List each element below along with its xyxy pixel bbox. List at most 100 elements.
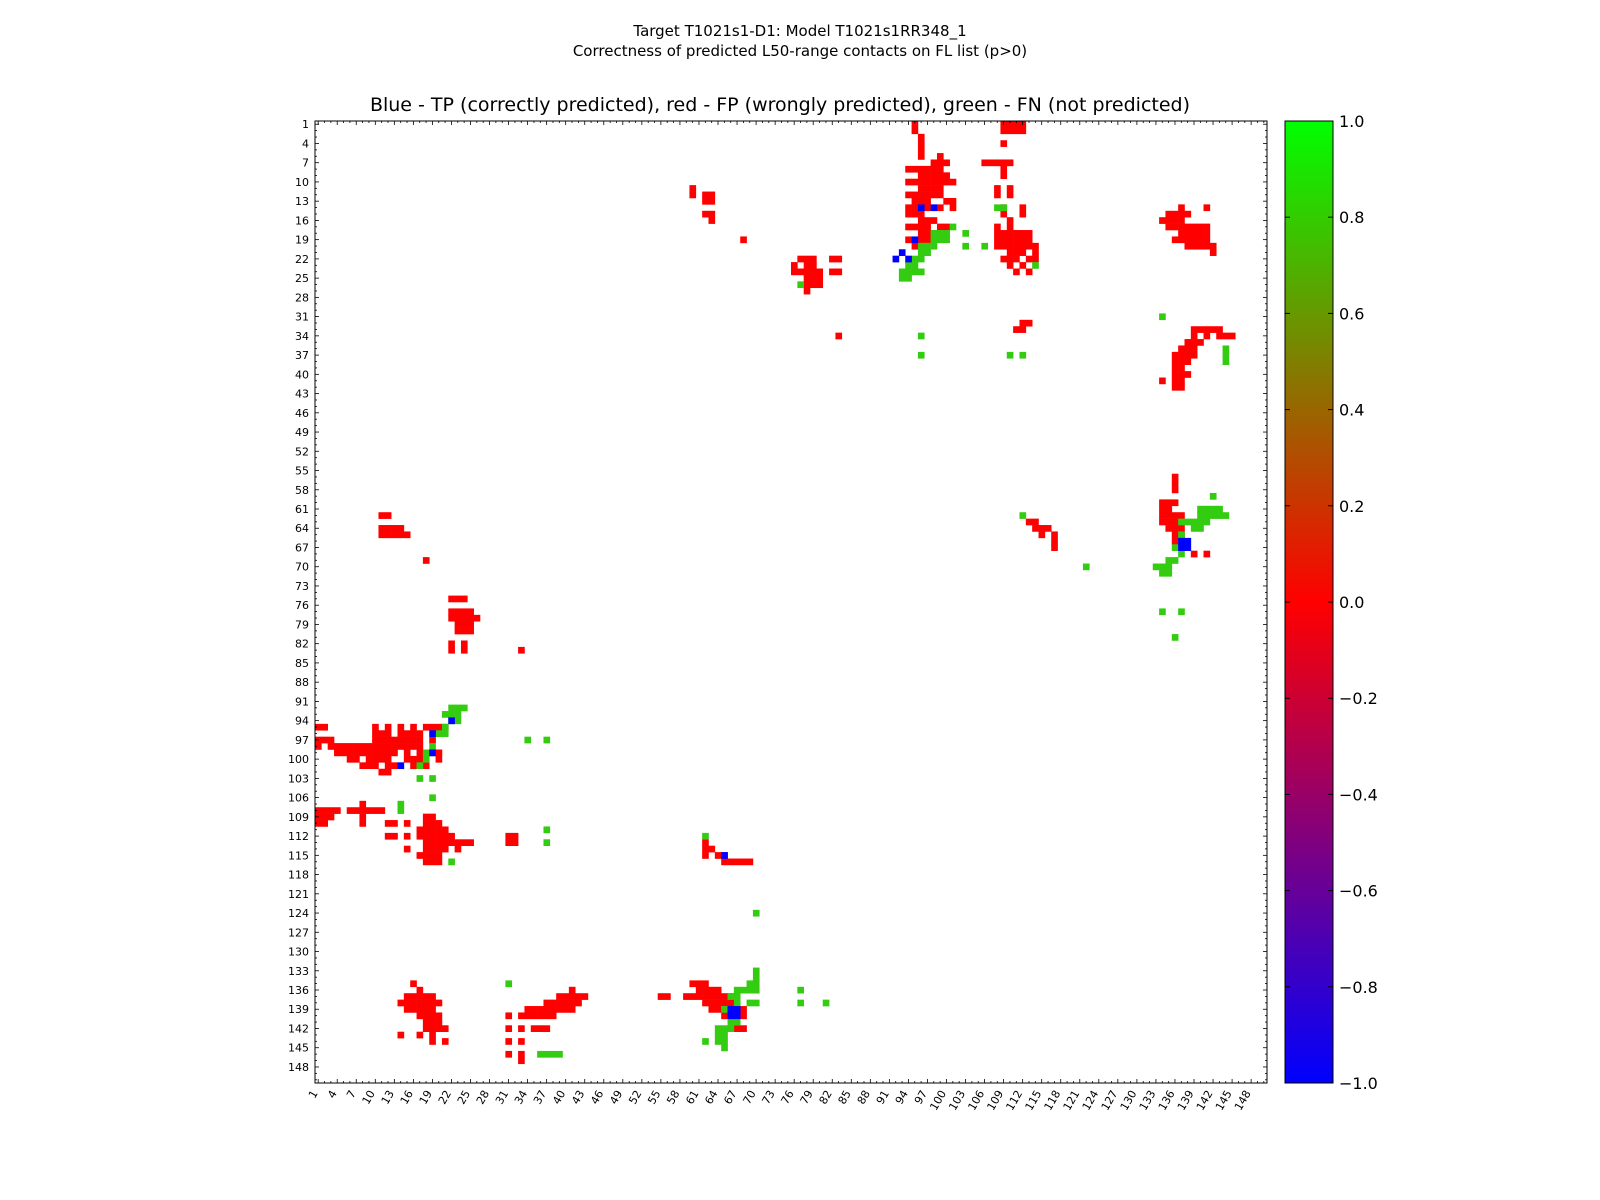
- fp-cell: [1013, 121, 1020, 128]
- x-tick-label: 28: [474, 1088, 492, 1107]
- fn-cell: [797, 281, 804, 289]
- fp-cell: [422, 845, 430, 853]
- fp-cell: [530, 1006, 538, 1013]
- fn-cell: [1171, 557, 1179, 564]
- fp-cell: [1165, 525, 1173, 532]
- x-tick-label: 49: [607, 1088, 625, 1107]
- contact-cells: [315, 121, 1236, 1065]
- fp-cell: [702, 980, 709, 988]
- fp-cell: [416, 749, 424, 757]
- fp-cell: [1006, 249, 1014, 256]
- y-tick-label: 25: [295, 272, 309, 285]
- fn-cell: [727, 1018, 735, 1026]
- fp-cell: [1006, 255, 1014, 263]
- fp-cell: [994, 185, 1001, 192]
- fp-cell: [1013, 230, 1020, 237]
- fp-cell: [930, 191, 938, 199]
- fp-cell: [549, 1012, 557, 1020]
- fp-cell: [911, 204, 919, 212]
- fp-cell: [1019, 242, 1027, 250]
- fp-cell: [1190, 230, 1198, 237]
- fn-cell: [733, 1018, 741, 1026]
- fp-cell: [695, 993, 703, 1000]
- fn-cell: [752, 973, 760, 981]
- fn-cell: [733, 993, 741, 1000]
- fp-cell: [391, 762, 398, 770]
- y-tick-label: 52: [295, 445, 309, 458]
- fp-cell: [1051, 544, 1058, 551]
- fp-cell: [1197, 242, 1204, 250]
- x-tick-label: 112: [1003, 1088, 1025, 1113]
- fp-cell: [340, 749, 348, 757]
- fn-cell: [556, 1050, 563, 1058]
- fp-cell: [1228, 332, 1236, 340]
- x-tick-label: 82: [817, 1088, 835, 1107]
- fp-cell: [1006, 159, 1014, 167]
- fn-cell: [543, 839, 551, 846]
- fn-cell: [752, 999, 760, 1007]
- x-tick-label: 109: [984, 1088, 1006, 1113]
- y-tick-label: 133: [288, 965, 309, 978]
- fp-cell: [994, 159, 1001, 167]
- fp-cell: [441, 839, 449, 846]
- fp-cell: [949, 178, 957, 186]
- fp-cell: [829, 268, 836, 276]
- fn-cell: [422, 749, 430, 757]
- fn-cell: [930, 236, 938, 244]
- fp-cell: [397, 730, 405, 737]
- fp-cell: [924, 178, 931, 186]
- fp-cell: [714, 993, 722, 1000]
- fp-cell: [410, 993, 417, 1000]
- fp-cell: [803, 255, 811, 263]
- fp-cell: [429, 1006, 436, 1013]
- y-tick-label: 19: [295, 234, 309, 247]
- fp-cell: [708, 217, 716, 224]
- fn-cell: [962, 242, 970, 250]
- fp-cell: [1159, 377, 1166, 385]
- y-axis-ticks: 1 4 7 10 13 16 19 22 25 28 31 34 37 40 43 46 49 52 55 58 61 6…: [288, 118, 1267, 1081]
- fp-cell: [429, 993, 436, 1000]
- fp-cell: [924, 191, 931, 199]
- fn-cell: [930, 242, 938, 250]
- fn-cell: [1203, 505, 1211, 513]
- figure-title-line2: Correctness of predicted L50-range conta…: [572, 42, 1028, 60]
- fp-cell: [1025, 230, 1033, 237]
- x-tick-label: 97: [912, 1088, 930, 1107]
- fp-cell: [1000, 165, 1008, 173]
- plot-title: Blue - TP (correctly predicted), red - F…: [369, 94, 1191, 116]
- fp-cell: [689, 185, 697, 192]
- fn-cell: [911, 255, 919, 263]
- fp-cell: [1178, 525, 1185, 532]
- fp-cell: [435, 852, 443, 859]
- fn-cell: [1209, 512, 1217, 519]
- x-tick-label: 133: [1137, 1088, 1159, 1113]
- fp-cell: [930, 178, 938, 186]
- fp-cell: [410, 1006, 417, 1013]
- fp-cell: [441, 1038, 449, 1045]
- fp-cell: [1000, 230, 1008, 237]
- colorbar-ticks: 1.0 0.8 0.6 0.4 0.2 0.0 −0.2 −0.4 −0.6 −0.8 −1.0: [1285, 112, 1378, 1093]
- fp-cell: [315, 820, 322, 827]
- fp-cell: [835, 268, 843, 276]
- fp-cell: [422, 723, 430, 731]
- fp-cell: [1019, 262, 1027, 269]
- fp-cell: [505, 839, 513, 846]
- fp-cell: [321, 807, 328, 814]
- fp-cell: [917, 185, 925, 192]
- fp-cell: [429, 820, 436, 827]
- fp-cell: [416, 736, 424, 744]
- fn-cell: [543, 736, 551, 744]
- fp-cell: [1025, 268, 1033, 276]
- colorbar-tick-label: 1.0: [1339, 112, 1364, 131]
- fp-cell: [410, 980, 417, 988]
- x-tick-label: 22: [436, 1088, 454, 1107]
- fp-cell: [943, 223, 950, 231]
- x-tick-label: 10: [360, 1088, 378, 1107]
- fp-cell: [416, 986, 424, 994]
- fp-cell: [803, 287, 811, 295]
- fp-cell: [708, 993, 716, 1000]
- fp-cell: [353, 743, 360, 750]
- fp-cell: [315, 807, 322, 814]
- fp-cell: [1184, 358, 1192, 365]
- fp-cell: [460, 646, 468, 654]
